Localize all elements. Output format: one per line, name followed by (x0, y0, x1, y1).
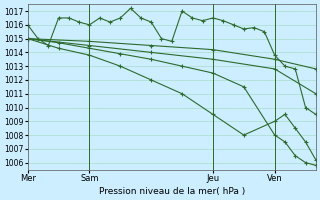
X-axis label: Pression niveau de la mer( hPa ): Pression niveau de la mer( hPa ) (99, 187, 245, 196)
